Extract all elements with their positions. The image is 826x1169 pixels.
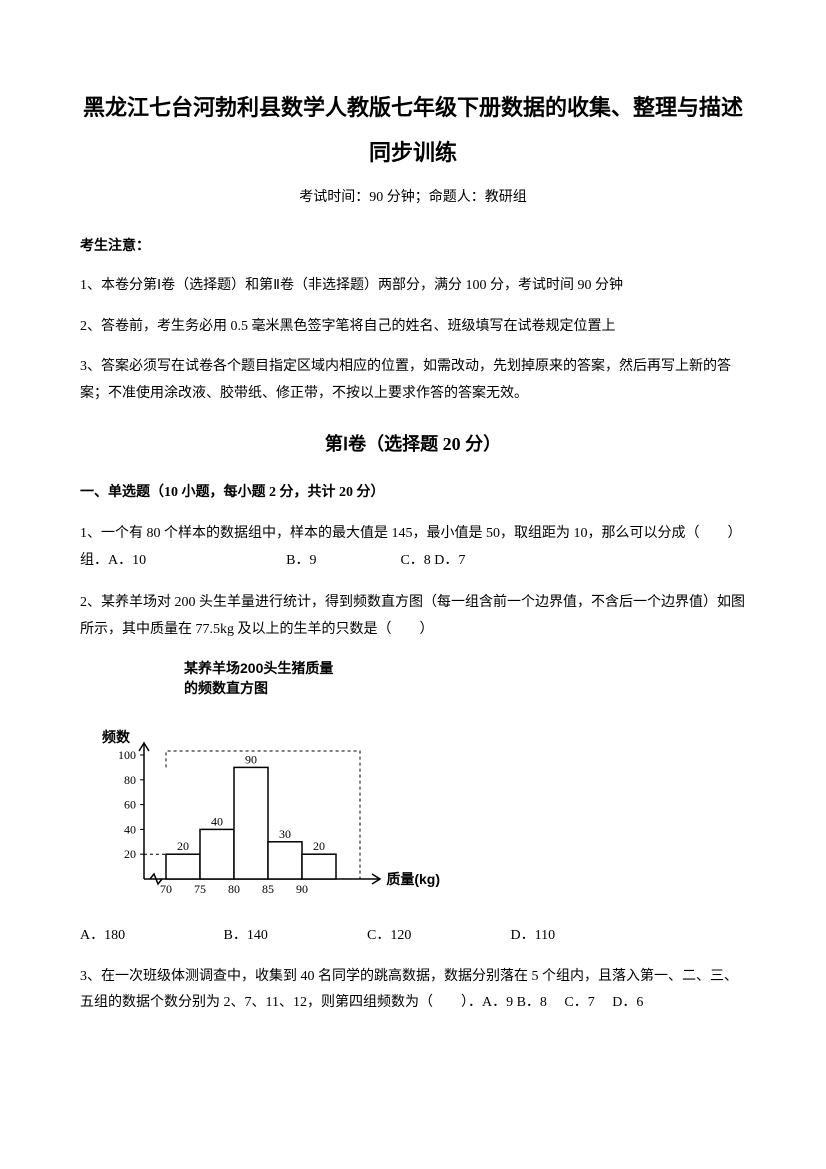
svg-text:40: 40: [211, 814, 223, 828]
section-1-title: 第Ⅰ卷（选择题 20 分）: [80, 428, 746, 460]
chart-title: 某养羊场200头生猪质量 的频数直方图: [184, 659, 746, 698]
svg-text:20: 20: [177, 839, 189, 853]
y-axis-label: 频数: [102, 725, 130, 750]
svg-text:40: 40: [124, 822, 136, 836]
question-1: 1、一个有 80 个样本的数据组中，样本的最大值是 145，最小值是 50，取组…: [80, 521, 746, 574]
option-c: C．120: [367, 923, 507, 948]
svg-text:75: 75: [194, 882, 206, 896]
option-b: B．140: [224, 923, 364, 948]
notice-item-1: 1、本卷分第Ⅰ卷（选择题）和第Ⅱ卷（非选择题）两部分，满分 100 分，考试时间…: [80, 273, 746, 300]
svg-text:20: 20: [124, 847, 136, 861]
chart-title-line2: 的频数直方图: [184, 680, 268, 696]
svg-text:90: 90: [296, 882, 308, 896]
notice-item-3: 3、答案必须写在试卷各个题目指定区域内相应的位置，如需改动，先划掉原来的答案，然…: [80, 354, 746, 407]
notice-heading: 考生注意：: [80, 234, 746, 259]
question-2-options: A．180 B．140 C．120 D．110: [80, 923, 746, 948]
histogram-figure: 某养羊场200头生猪质量 的频数直方图 频数 20406080100707580…: [80, 659, 746, 902]
option-a: A．180: [80, 923, 220, 948]
x-axis-label: 质量(kg): [386, 867, 440, 892]
document-title-line1: 黑龙江七台河勃利县数学人教版七年级下册数据的收集、整理与描述: [80, 90, 746, 125]
document-title-line2: 同步训练: [80, 133, 746, 173]
exam-meta: 考试时间：90 分钟；命题人：教研组: [80, 185, 746, 210]
histogram-chart: 频数 2040608010070758085902040903020 质量(kg…: [80, 703, 400, 903]
svg-text:60: 60: [124, 797, 136, 811]
subsection-1-heading: 一、单选题（10 小题，每小题 2 分，共计 20 分）: [80, 480, 746, 505]
svg-text:20: 20: [313, 839, 325, 853]
option-d: D．110: [511, 923, 651, 948]
svg-text:70: 70: [160, 882, 172, 896]
svg-text:30: 30: [279, 826, 291, 840]
svg-text:80: 80: [228, 882, 240, 896]
svg-text:90: 90: [245, 752, 257, 766]
svg-text:80: 80: [124, 772, 136, 786]
notice-item-2: 2、答卷前，考生务必用 0.5 毫米黑色签字笔将自己的姓名、班级填写在试卷规定位…: [80, 314, 746, 341]
svg-text:85: 85: [262, 882, 274, 896]
question-3: 3、在一次班级体测调查中，收集到 40 名同学的跳高数据，数据分别落在 5 个组…: [80, 964, 746, 1017]
question-2: 2、某养羊场对 200 头生羊量进行统计，得到频数直方图（每一组含前一个边界值，…: [80, 590, 746, 643]
chart-title-line1: 某养羊场200头生猪质量: [184, 660, 333, 676]
